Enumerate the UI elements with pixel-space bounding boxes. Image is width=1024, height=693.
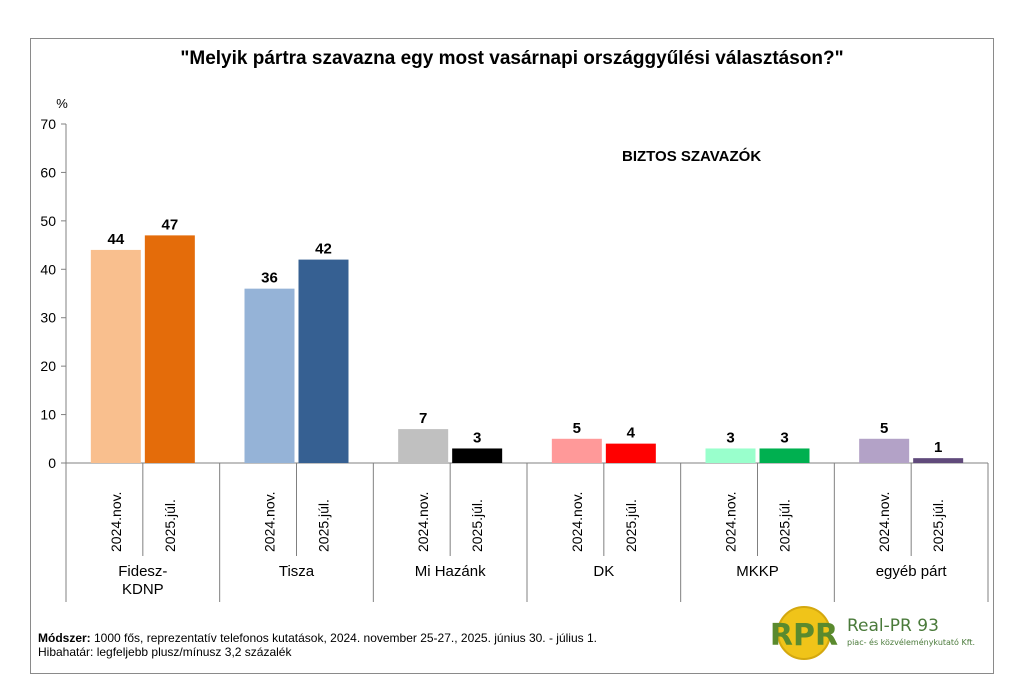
data-label: 36 bbox=[261, 270, 278, 287]
chart-subtitle: BIZTOS SZAVAZÓK bbox=[622, 148, 762, 165]
bar bbox=[452, 448, 503, 463]
data-label: 42 bbox=[315, 241, 332, 258]
data-label: 3 bbox=[780, 429, 788, 446]
y-tick-label: 30 bbox=[40, 310, 56, 326]
bar bbox=[913, 458, 964, 463]
bar bbox=[551, 438, 602, 463]
bar bbox=[298, 259, 349, 463]
method-note: Módszer: 1000 fős, reprezentatív telefon… bbox=[38, 631, 597, 645]
data-label: 4 bbox=[627, 425, 636, 442]
bar bbox=[398, 429, 449, 463]
period-label: 2025.júl. bbox=[623, 499, 639, 552]
y-tick-label: 40 bbox=[40, 261, 56, 277]
category-label: Tisza bbox=[279, 563, 315, 580]
category-label: Fidesz- bbox=[118, 563, 167, 580]
logo-seal bbox=[777, 606, 831, 660]
y-tick-label: 60 bbox=[40, 164, 56, 180]
y-axis-label: % bbox=[56, 96, 68, 111]
bar bbox=[90, 249, 141, 463]
category-label: egyéb párt bbox=[876, 563, 948, 580]
bar bbox=[605, 443, 656, 463]
period-label: 2025.júl. bbox=[162, 499, 178, 552]
error-margin-note: Hibahatár: legfeljebb plusz/mínusz 3,2 s… bbox=[38, 645, 292, 659]
category-label: KDNP bbox=[122, 581, 164, 598]
y-tick-label: 0 bbox=[48, 455, 56, 471]
period-label: 2025.júl. bbox=[777, 499, 793, 552]
period-label: 2025.júl. bbox=[930, 499, 946, 552]
method-text: 1000 fős, reprezentatív telefonos kutatá… bbox=[90, 631, 597, 645]
period-label: 2024.nov. bbox=[262, 492, 278, 552]
data-label: 3 bbox=[473, 429, 481, 446]
data-label: 44 bbox=[107, 231, 124, 248]
data-label: 5 bbox=[573, 420, 581, 437]
bar bbox=[244, 288, 295, 463]
category-label: Mi Hazánk bbox=[415, 563, 486, 580]
logo-name: Real-PR 93 bbox=[847, 616, 939, 636]
category-label: MKKP bbox=[736, 563, 779, 580]
real-pr-logo: RPR bbox=[770, 606, 838, 660]
y-tick-label: 70 bbox=[40, 116, 56, 132]
period-label: 2024.nov. bbox=[569, 492, 585, 552]
period-label: 2025.júl. bbox=[316, 499, 332, 552]
data-label: 5 bbox=[880, 420, 888, 437]
logo-mark: RPR bbox=[770, 618, 838, 653]
method-label: Módszer: bbox=[38, 631, 91, 645]
chart-frame bbox=[30, 38, 994, 674]
y-tick-label: 10 bbox=[40, 407, 56, 423]
y-tick-label: 50 bbox=[40, 213, 56, 229]
period-label: 2024.nov. bbox=[108, 492, 124, 552]
period-label: 2024.nov. bbox=[876, 492, 892, 552]
logo-tagline: piac- és közvéleménykutató Kft. bbox=[847, 638, 976, 647]
bar bbox=[705, 448, 756, 463]
data-label: 3 bbox=[726, 429, 734, 446]
bar bbox=[859, 438, 910, 463]
period-label: 2024.nov. bbox=[723, 492, 739, 552]
chart-title: "Melyik pártra szavazna egy most vasárna… bbox=[180, 48, 844, 69]
data-label: 1 bbox=[934, 439, 942, 456]
y-tick-label: 20 bbox=[40, 358, 56, 374]
category-label: DK bbox=[593, 563, 614, 580]
period-label: 2025.júl. bbox=[469, 499, 485, 552]
period-label: 2024.nov. bbox=[415, 492, 431, 552]
bar bbox=[144, 235, 195, 463]
bar bbox=[759, 448, 810, 463]
data-label: 7 bbox=[419, 410, 427, 427]
data-label: 47 bbox=[161, 216, 178, 233]
